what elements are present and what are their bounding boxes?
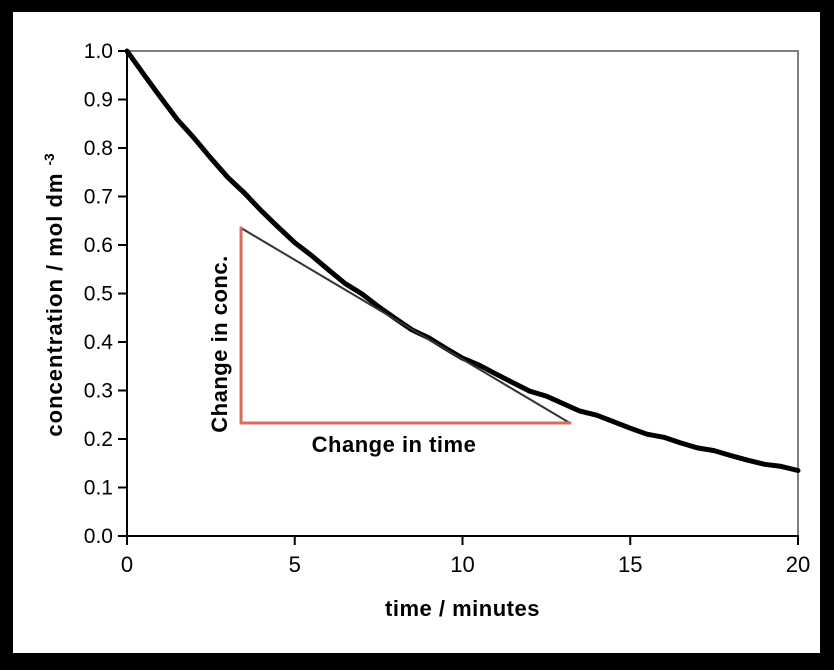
plot-area-border	[127, 50, 799, 536]
tangent-line	[240, 227, 571, 424]
gradient-triangle	[239, 226, 572, 425]
y-axis-title-text: concentration / mol dm	[42, 172, 68, 437]
x-tick-label: 0	[121, 552, 133, 577]
y-tick-label: 0.7	[84, 186, 113, 209]
y-tick-label: 0.5	[84, 283, 113, 306]
y-tick-label: 0.9	[84, 89, 113, 112]
annotation-change-in-conc: Change in conc.	[207, 255, 232, 433]
y-tick-label: 0.6	[84, 234, 113, 257]
y-tick-label: 0.3	[84, 380, 113, 403]
y-tick-label: 0.4	[84, 331, 114, 354]
y-tick-label: 0.2	[84, 428, 113, 451]
x-axis-title: time / minutes	[385, 596, 540, 621]
y-axis-title-superscript: -3	[41, 153, 57, 166]
y-tick-label: 0.0	[84, 525, 113, 548]
y-tick-label: 1.0	[84, 40, 113, 63]
x-tick-label: 20	[786, 552, 810, 577]
y-tick-label: 0.1	[84, 477, 113, 500]
annotation-change-in-time: Change in time	[311, 432, 477, 457]
x-tick-label: 5	[289, 552, 301, 577]
y-axis-title: concentration / mol dm -3	[42, 153, 68, 436]
x-tick-label: 15	[618, 552, 642, 577]
y-tick-label: 0.8	[84, 137, 113, 160]
x-tick-label: 10	[450, 552, 474, 577]
